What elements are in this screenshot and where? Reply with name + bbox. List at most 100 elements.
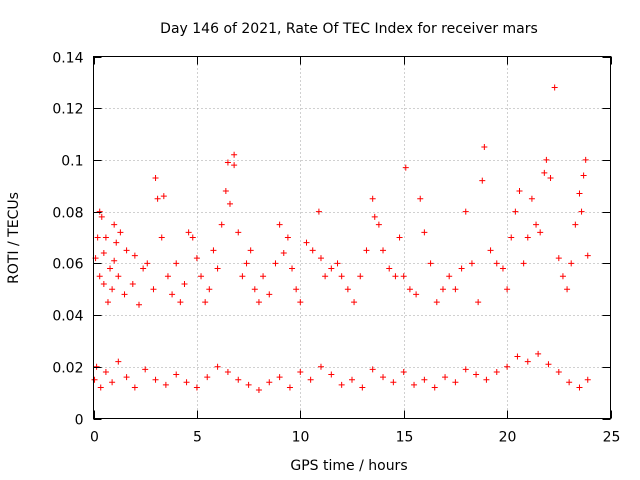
data-point <box>97 384 104 391</box>
data-point <box>214 363 221 370</box>
x-tick-label: 0 <box>90 430 99 446</box>
y-tick-label: 0.04 <box>52 309 83 325</box>
data-point <box>109 379 116 386</box>
data-point <box>473 371 480 378</box>
data-point <box>152 175 159 182</box>
data-point <box>543 156 550 163</box>
data-point <box>206 286 213 293</box>
data-point <box>512 208 519 215</box>
data-point <box>245 381 252 388</box>
data-point <box>100 250 107 257</box>
data-point <box>458 265 465 272</box>
data-point <box>357 273 364 280</box>
y-tick-label: 0.14 <box>52 51 83 67</box>
data-point <box>297 368 304 375</box>
data-point <box>566 379 573 386</box>
data-point <box>392 273 399 280</box>
data-point <box>96 273 103 280</box>
data-point <box>442 374 449 381</box>
data-point <box>102 234 109 241</box>
data-point <box>580 172 587 179</box>
axis-ticks <box>93 56 612 420</box>
data-point <box>91 376 98 383</box>
data-point <box>462 208 469 215</box>
data-point <box>152 376 159 383</box>
data-point <box>479 177 486 184</box>
data-point <box>349 376 355 383</box>
data-point <box>452 379 459 386</box>
y-axis-label: ROTI / TECUs <box>6 192 22 284</box>
data-point <box>93 363 100 370</box>
data-point <box>508 234 515 241</box>
data-point <box>289 265 296 272</box>
data-point <box>528 195 535 202</box>
data-point <box>107 265 114 272</box>
data-point <box>210 247 217 254</box>
x-tick-label: 5 <box>193 430 202 446</box>
data-point <box>142 366 149 373</box>
data-point <box>545 361 552 368</box>
data-point <box>123 374 130 381</box>
data-point <box>98 213 105 220</box>
data-point <box>140 265 147 272</box>
data-point <box>158 234 165 241</box>
data-point <box>578 208 585 215</box>
axis-tick-labels: 0 5 10 15 20 25 0 0.02 0.04 0.06 0.08 0.1 0.12 0.14 <box>52 51 620 446</box>
data-point <box>272 260 279 267</box>
data-point <box>572 221 579 228</box>
data-point <box>239 273 246 280</box>
data-point <box>169 291 176 298</box>
data-point <box>315 208 322 215</box>
data-point <box>135 301 142 308</box>
data-point <box>535 350 542 357</box>
data-point <box>117 229 124 236</box>
data-point <box>380 247 387 254</box>
data-point <box>224 368 231 375</box>
x-tick-label: 15 <box>396 430 414 446</box>
data-point <box>260 273 267 280</box>
y-tick-label: 0.06 <box>52 257 83 273</box>
data-point <box>400 368 407 375</box>
data-point <box>363 247 370 254</box>
data-point <box>150 286 157 293</box>
data-point <box>284 234 291 241</box>
data-point <box>555 255 562 262</box>
data-point <box>584 252 591 259</box>
data-point <box>499 265 506 272</box>
data-point <box>369 366 376 373</box>
x-tick-label: 25 <box>603 430 621 446</box>
data-point <box>104 299 111 306</box>
data-point <box>493 368 500 375</box>
data-point <box>541 169 548 176</box>
data-point <box>276 221 283 228</box>
data-point <box>309 247 316 254</box>
data-point <box>375 221 382 228</box>
data-point <box>243 260 250 267</box>
data-point <box>402 164 409 171</box>
data-point <box>94 234 101 241</box>
data-point <box>468 260 475 267</box>
data-point <box>297 299 304 306</box>
data-point <box>439 286 446 293</box>
data-point <box>520 260 527 267</box>
data-point <box>276 374 283 381</box>
data-point <box>475 299 482 306</box>
data-point <box>351 299 358 306</box>
y-tick-label: 0.02 <box>52 361 83 377</box>
data-point <box>371 213 378 220</box>
data-point <box>584 376 591 383</box>
grid-lines <box>93 56 611 419</box>
data-point <box>380 374 387 381</box>
data-point <box>202 299 209 306</box>
data-point <box>493 260 500 267</box>
data-point <box>280 250 287 257</box>
data-point <box>193 384 200 391</box>
data-point <box>533 221 540 228</box>
data-point <box>111 257 118 264</box>
data-point <box>115 358 122 365</box>
data-point <box>96 208 103 215</box>
chart-title: Day 146 of 2021, Rate Of TEC Index for r… <box>160 21 538 37</box>
data-point <box>173 260 180 267</box>
x-axis-label: GPS time / hours <box>290 458 407 474</box>
